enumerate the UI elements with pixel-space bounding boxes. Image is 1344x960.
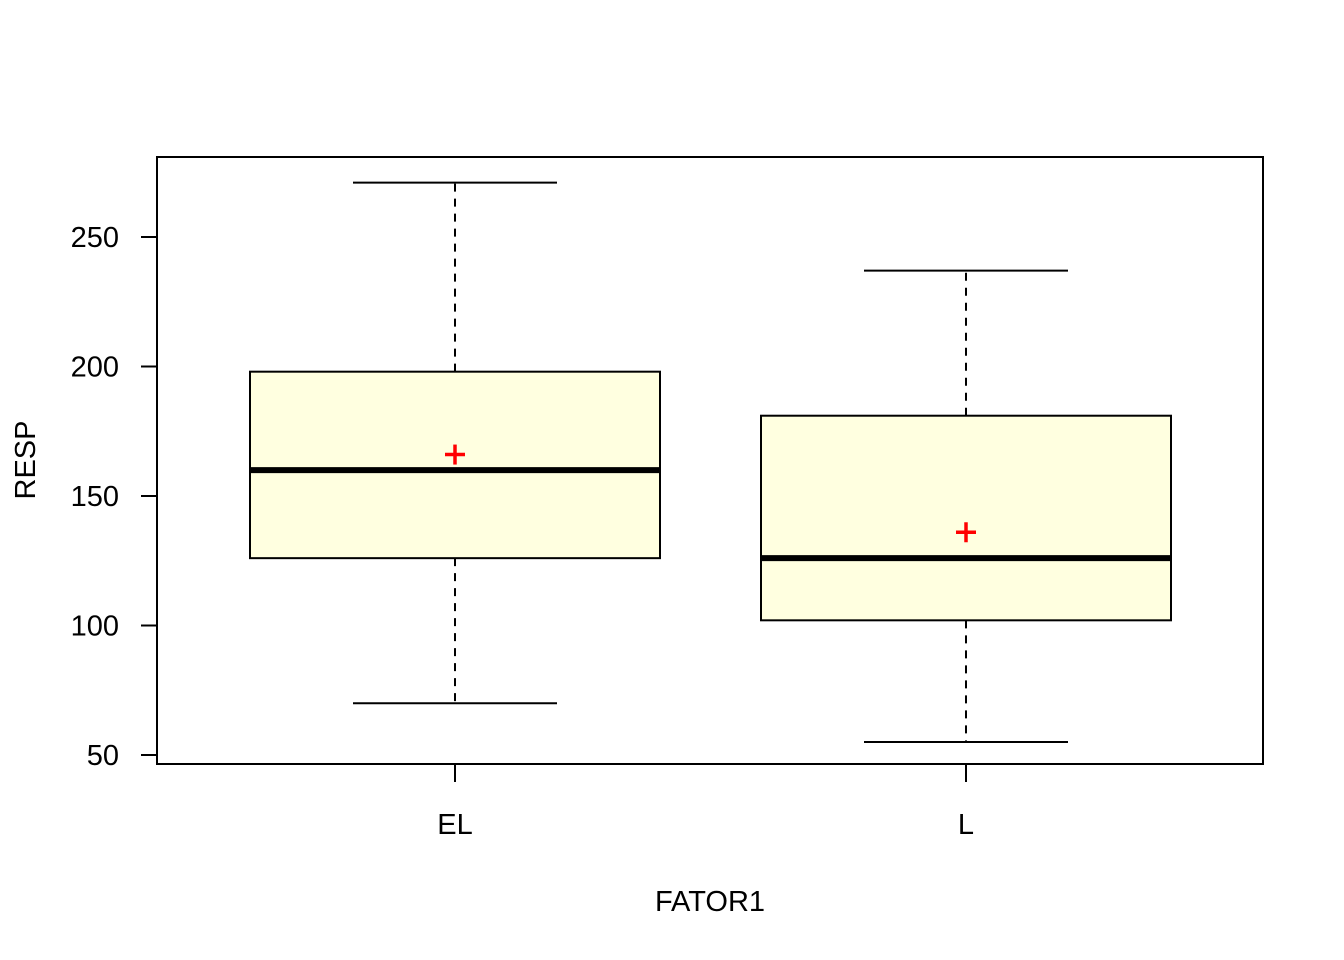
y-axis-title: RESP	[10, 421, 42, 500]
x-axis: EL L	[437, 764, 974, 841]
y-tick-label: 150	[71, 481, 119, 513]
iqr-box	[249, 370, 661, 560]
y-tick-label: 250	[71, 222, 119, 254]
iqr-box	[760, 414, 1172, 622]
boxes	[249, 181, 1172, 744]
x-axis-title: FATOR1	[655, 886, 765, 918]
y-tick-label: 100	[71, 611, 119, 643]
x-tick-label: EL	[437, 809, 472, 841]
box-EL	[249, 181, 661, 705]
x-tick-label: L	[958, 809, 974, 841]
box-L	[760, 269, 1172, 744]
y-axis: 50 100 150 200 250	[71, 222, 157, 772]
y-tick-label: 200	[71, 352, 119, 384]
y-tick-label: 50	[87, 740, 119, 772]
plot-frame	[156, 156, 1264, 765]
